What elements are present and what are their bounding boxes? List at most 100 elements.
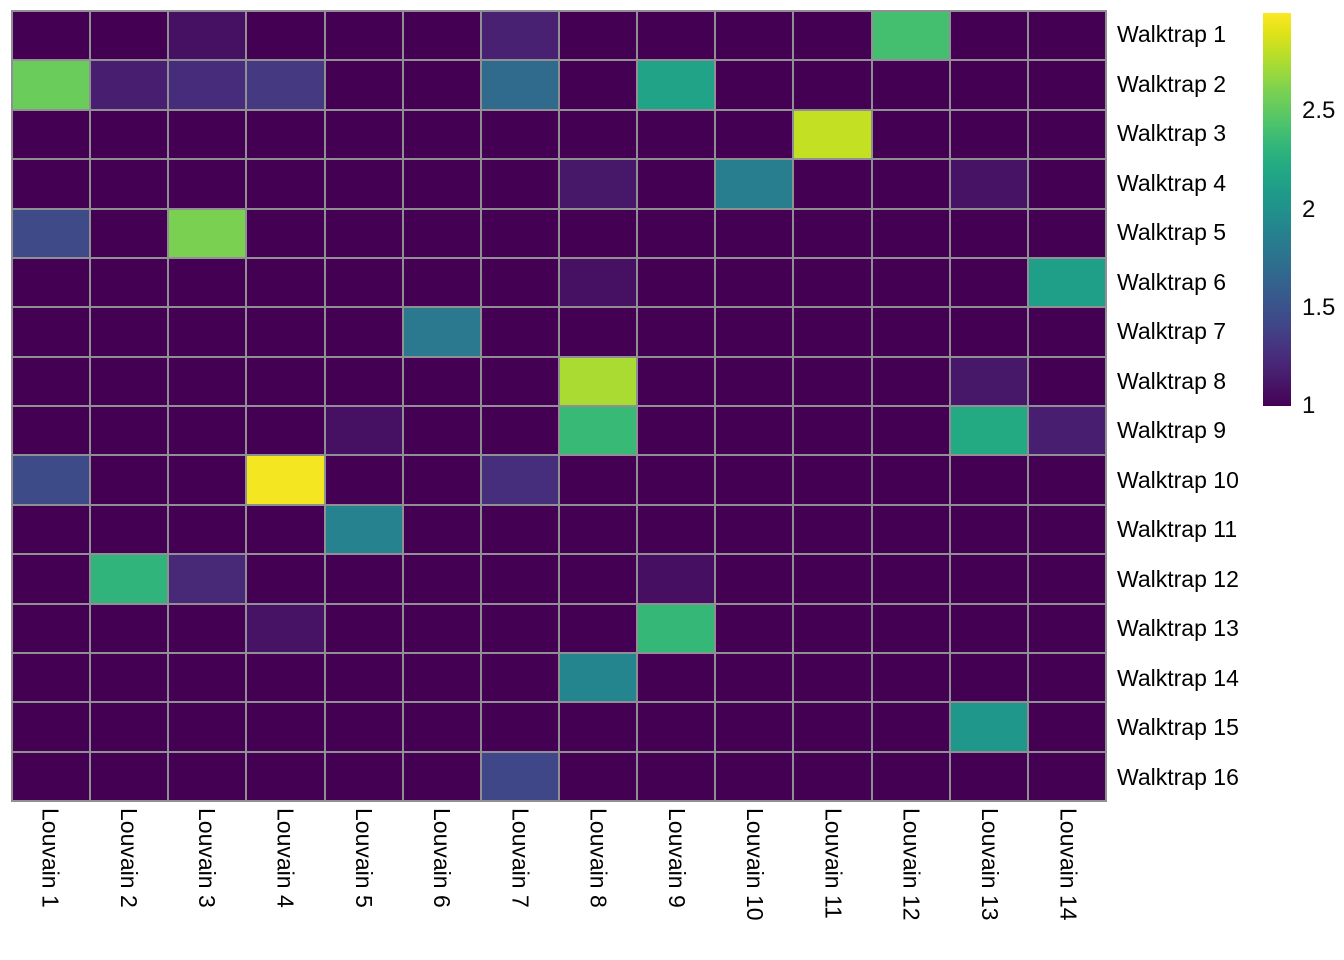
heatmap-cell — [638, 407, 714, 454]
heatmap-cell — [638, 12, 714, 59]
heatmap-cell — [13, 703, 89, 750]
heatmap-cell — [1029, 210, 1105, 257]
heatmap-cell — [716, 456, 792, 503]
heatmap-cell — [404, 506, 480, 553]
heatmap-cell — [794, 654, 870, 701]
heatmap-cell — [951, 456, 1027, 503]
heatmap-cell — [482, 160, 558, 207]
heatmap-cell — [169, 506, 245, 553]
heatmap-cell — [169, 358, 245, 405]
heatmap-cell — [404, 555, 480, 602]
heatmap-cell — [1029, 407, 1105, 454]
column-label: Louvain 13 — [978, 808, 1001, 921]
heatmap-cell — [794, 358, 870, 405]
heatmap-cell — [169, 456, 245, 503]
heatmap-cell — [247, 506, 323, 553]
heatmap-cell — [716, 160, 792, 207]
heatmap-cell — [1029, 605, 1105, 652]
heatmap-cell — [560, 654, 636, 701]
heatmap-cell — [638, 61, 714, 108]
heatmap-cell — [169, 12, 245, 59]
heatmap-cell — [638, 358, 714, 405]
heatmap-cell — [247, 111, 323, 158]
column-label-slot: Louvain 6 — [402, 808, 480, 958]
heatmap-cell — [638, 555, 714, 602]
heatmap-cell — [326, 753, 402, 800]
heatmap-cell — [404, 605, 480, 652]
heatmap-cell — [169, 703, 245, 750]
heatmap-cell — [404, 654, 480, 701]
heatmap-cell — [1029, 753, 1105, 800]
heatmap-cell — [1029, 506, 1105, 553]
heatmap-cell — [1029, 703, 1105, 750]
heatmap-cell — [91, 456, 167, 503]
heatmap-cell — [247, 61, 323, 108]
column-label-slot: Louvain 1 — [11, 808, 89, 958]
heatmap-cell — [404, 753, 480, 800]
row-label: Walktrap 11 — [1117, 505, 1297, 555]
heatmap-cell — [13, 753, 89, 800]
heatmap-cell — [91, 605, 167, 652]
heatmap-cell — [1029, 12, 1105, 59]
heatmap-cell — [91, 506, 167, 553]
heatmap-cell — [951, 160, 1027, 207]
heatmap-cell — [482, 61, 558, 108]
heatmap-cell — [13, 407, 89, 454]
colorbar-tick-label: 2.5 — [1302, 97, 1335, 125]
heatmap-cell — [482, 407, 558, 454]
heatmap-cell — [91, 358, 167, 405]
heatmap-cell — [951, 259, 1027, 306]
heatmap-cell — [326, 111, 402, 158]
heatmap-cell — [873, 753, 949, 800]
heatmap-grid — [11, 10, 1107, 802]
heatmap-cell — [638, 308, 714, 355]
heatmap-cell — [326, 12, 402, 59]
heatmap-cell — [560, 605, 636, 652]
heatmap-cell — [91, 210, 167, 257]
heatmap-cell — [1029, 456, 1105, 503]
heatmap-cell — [326, 210, 402, 257]
heatmap-cell — [951, 506, 1027, 553]
heatmap-cell — [169, 259, 245, 306]
row-label: Walktrap 14 — [1117, 654, 1297, 704]
column-label: Louvain 14 — [1056, 808, 1079, 921]
heatmap-cell — [404, 259, 480, 306]
heatmap-cell — [873, 703, 949, 750]
colorbar — [1263, 13, 1291, 406]
heatmap-cell — [794, 407, 870, 454]
heatmap-cell — [91, 259, 167, 306]
heatmap-cell — [247, 210, 323, 257]
heatmap-cell — [638, 703, 714, 750]
heatmap-cell — [560, 111, 636, 158]
heatmap-cell — [169, 210, 245, 257]
heatmap-cell — [794, 456, 870, 503]
column-axis-labels: Louvain 1Louvain 2Louvain 3Louvain 4Louv… — [11, 808, 1107, 958]
column-label-slot: Louvain 13 — [950, 808, 1028, 958]
heatmap-cell — [247, 259, 323, 306]
heatmap-cell — [247, 407, 323, 454]
column-label-slot: Louvain 10 — [716, 808, 794, 958]
heatmap-cell — [247, 308, 323, 355]
column-label: Louvain 7 — [508, 808, 531, 908]
heatmap-cell — [716, 111, 792, 158]
heatmap-cell — [326, 703, 402, 750]
heatmap-cell — [873, 259, 949, 306]
heatmap-cell — [13, 308, 89, 355]
heatmap-cell — [91, 407, 167, 454]
heatmap-cell — [482, 12, 558, 59]
heatmap-cell — [326, 605, 402, 652]
heatmap-cell — [716, 703, 792, 750]
heatmap-cell — [482, 753, 558, 800]
heatmap-cell — [91, 111, 167, 158]
heatmap-cell — [169, 555, 245, 602]
heatmap-cell — [13, 111, 89, 158]
heatmap-cell — [247, 12, 323, 59]
heatmap-cell — [326, 654, 402, 701]
column-label: Louvain 1 — [39, 808, 62, 908]
heatmap-cell — [873, 210, 949, 257]
heatmap-cell — [873, 407, 949, 454]
heatmap-cell — [169, 654, 245, 701]
heatmap-cell — [560, 506, 636, 553]
heatmap-cell — [1029, 654, 1105, 701]
heatmap-cell — [13, 506, 89, 553]
